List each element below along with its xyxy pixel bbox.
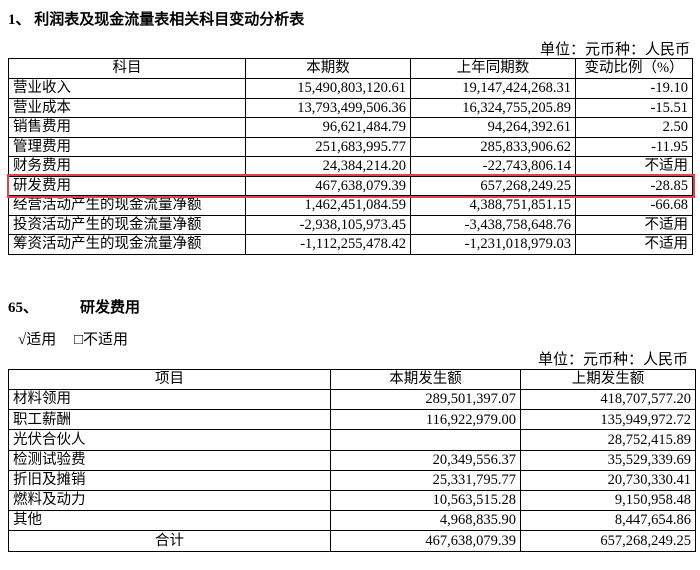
table-row: 筹资活动产生的现金流量净额 -1,112,255,478.42 -1,231,018… bbox=[8, 234, 693, 255]
section-title: 1、 利润表及现金流量表相关科目变动分析表 bbox=[8, 12, 305, 28]
value-cell: 25,331,795.77 bbox=[330, 469, 521, 491]
value-cell: 20,730,330.41 bbox=[520, 469, 696, 491]
header-cell: 科目 bbox=[8, 58, 246, 79]
rd-expense-table: 项目 本期发生额 上期发生额 材料领用 289,501,397.07 418,707,57… bbox=[8, 369, 696, 552]
row-label: 管理费用 bbox=[8, 136, 246, 157]
table-row: 投资活动产生的现金流量净额 -2,938,105,973.45 -3,438,758… bbox=[8, 214, 693, 235]
header-row: 项目 本期发生额 上期发生额 bbox=[8, 369, 696, 390]
value-cell: -66.68 bbox=[575, 195, 693, 216]
value-cell: 467,638,079.39 bbox=[245, 175, 411, 196]
row-label: 燃料及动力 bbox=[8, 489, 331, 512]
row-label: 销售费用 bbox=[8, 117, 246, 138]
row-label: 经营活动产生的现金流量净额 bbox=[8, 195, 246, 216]
not-applicable-option: □不适用 bbox=[74, 332, 129, 348]
highlight-box bbox=[6, 174, 695, 198]
header-row: 科目 本期数 上年同期数 变动比例（%） bbox=[8, 58, 693, 79]
value-cell: -19.10 bbox=[575, 78, 693, 99]
table-row: 销售费用 96,621,484.79 94,264,392.61 2.50 bbox=[8, 117, 693, 138]
header-cell: 项目 bbox=[8, 369, 331, 390]
value-cell: 116,922,979.00 bbox=[330, 409, 521, 431]
row-label: 折旧及摊销 bbox=[8, 469, 331, 491]
header-cell: 本期数 bbox=[245, 58, 411, 79]
value-cell: -1,112,255,478.42 bbox=[245, 234, 411, 255]
table-row: 其他 4,968,835.90 8,447,654.86 bbox=[8, 510, 696, 532]
table-row: 合计 467,638,079.39 657,268,249.25 bbox=[8, 530, 696, 552]
value-cell: 9,150,958.48 bbox=[520, 489, 696, 512]
value-cell: 4,388,751,851.15 bbox=[410, 195, 576, 216]
section-title: 研发费用 bbox=[80, 300, 141, 316]
value-cell: -3,438,758,648.76 bbox=[410, 214, 576, 235]
row-label: 其他 bbox=[8, 510, 331, 532]
table-row: 检测试验费 20,349,556.37 35,529,339.69 bbox=[8, 449, 696, 471]
change-table: 科目 本期数 上年同期数 变动比例（%） 营业收入 15,490,803,120.61 19… bbox=[8, 58, 693, 255]
header-cell: 本期发生额 bbox=[330, 369, 521, 390]
table-row: 营业收入 15,490,803,120.61 19,147,424,268.31 -1… bbox=[8, 78, 693, 99]
value-cell: 8,447,654.86 bbox=[520, 510, 696, 532]
value-cell: -2,938,105,973.45 bbox=[245, 214, 411, 235]
value-cell: 2.50 bbox=[575, 117, 693, 138]
value-cell: 不适用 bbox=[575, 234, 693, 255]
value-cell: 4,968,835.90 bbox=[330, 510, 521, 532]
value-cell: 28,752,415.89 bbox=[520, 429, 696, 451]
value-cell: 35,529,339.69 bbox=[520, 449, 696, 471]
value-cell: 467,638,079.39 bbox=[330, 530, 521, 552]
row-label: 职工薪酬 bbox=[8, 409, 331, 431]
value-cell: 15,490,803,120.61 bbox=[245, 78, 411, 99]
value-cell: 19,147,424,268.31 bbox=[410, 78, 576, 99]
value-cell: 96,621,484.79 bbox=[245, 117, 411, 138]
unit-label: 单位：元币种：人民币 bbox=[539, 42, 690, 58]
table-row: 管理费用 251,683,995.77 285,833,906.62 -11.95 bbox=[8, 136, 693, 157]
value-cell: 289,501,397.07 bbox=[330, 388, 521, 411]
header-cell: 上期发生额 bbox=[520, 369, 696, 390]
value-cell: 285,833,906.62 bbox=[410, 136, 576, 157]
value-cell: -1,231,018,979.03 bbox=[410, 234, 576, 255]
value-cell: -15.51 bbox=[575, 97, 693, 118]
row-label: 研发费用 bbox=[8, 175, 246, 196]
table-row: 光伏合伙人 28,752,415.89 bbox=[8, 429, 696, 451]
table-row: 营业成本 13,793,499,506.36 16,324,755,205.89 -1… bbox=[8, 97, 693, 118]
value-cell: 20,349,556.37 bbox=[330, 449, 521, 471]
row-label: 营业收入 bbox=[8, 78, 246, 99]
value-cell: 251,683,995.77 bbox=[245, 136, 411, 157]
table-row: 职工薪酬 116,922,979.00 135,949,972.72 bbox=[8, 409, 696, 431]
row-label: 光伏合伙人 bbox=[8, 429, 331, 451]
table-row: 经营活动产生的现金流量净额 1,462,451,084.59 4,388,751,8… bbox=[8, 195, 693, 216]
value-cell: 657,268,249.25 bbox=[520, 530, 696, 552]
section-number: 65、 bbox=[8, 300, 39, 316]
table-row: 折旧及摊销 25,331,795.77 20,730,330.41 bbox=[8, 469, 696, 491]
value-cell: 135,949,972.72 bbox=[520, 409, 696, 431]
value-cell bbox=[330, 429, 521, 451]
row-label: 检测试验费 bbox=[8, 449, 331, 471]
row-label: 投资活动产生的现金流量净额 bbox=[8, 214, 246, 235]
value-cell: 418,707,577.20 bbox=[520, 388, 696, 411]
value-cell: -11.95 bbox=[575, 136, 693, 157]
row-label: 筹资活动产生的现金流量净额 bbox=[8, 234, 246, 255]
applicable-option: √适用 bbox=[18, 332, 57, 348]
row-label: 营业成本 bbox=[8, 97, 246, 118]
value-cell: 16,324,755,205.89 bbox=[410, 97, 576, 118]
header-cell: 上年同期数 bbox=[410, 58, 576, 79]
header-cell: 变动比例（%） bbox=[575, 58, 693, 79]
value-cell: 13,793,499,506.36 bbox=[245, 97, 411, 118]
value-cell: 10,563,515.28 bbox=[330, 489, 521, 512]
value-cell: 不适用 bbox=[575, 214, 693, 235]
table-row: 燃料及动力 10,563,515.28 9,150,958.48 bbox=[8, 489, 696, 512]
value-cell: 94,264,392.61 bbox=[410, 117, 576, 138]
row-label: 材料领用 bbox=[8, 388, 331, 411]
unit-label: 单位：元币种：人民币 bbox=[537, 352, 688, 368]
table-row: 材料领用 289,501,397.07 418,707,577.20 bbox=[8, 388, 696, 411]
value-cell: 1,462,451,084.59 bbox=[245, 195, 411, 216]
row-label: 合计 bbox=[8, 530, 331, 552]
